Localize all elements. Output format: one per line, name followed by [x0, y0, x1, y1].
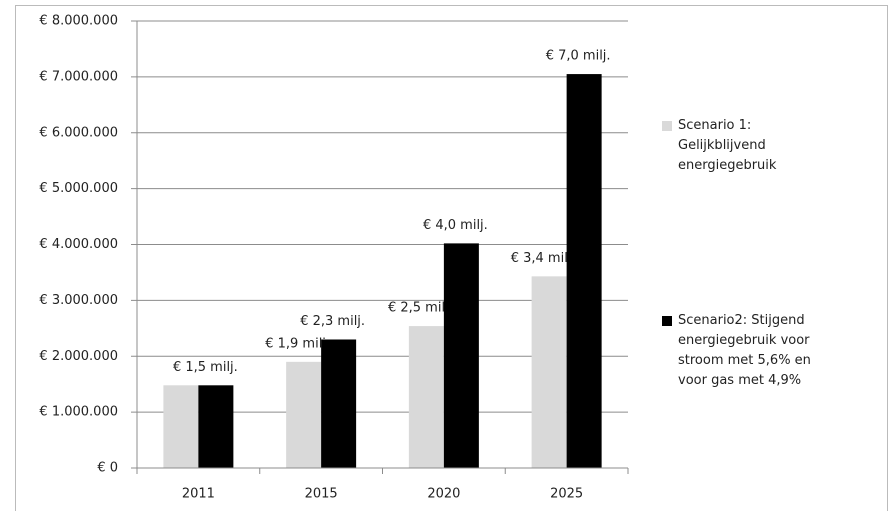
y-tick-label: € 5.000.000	[39, 181, 118, 196]
y-tick-label: € 4.000.000	[39, 237, 118, 252]
data-label: € 2,3 milj.	[300, 314, 365, 329]
data-label: € 4,0 milj.	[423, 218, 488, 233]
bar	[443, 243, 479, 468]
y-tick-label: € 0	[97, 461, 118, 476]
y-tick-label: € 7.000.000	[39, 69, 118, 84]
data-label: € 1,9 milj.	[265, 336, 330, 351]
y-tick-label: € 1.000.000	[39, 405, 118, 420]
y-tick-label: € 8.000.000	[39, 14, 118, 29]
x-tick-label: 2025	[550, 487, 583, 502]
data-label: € 2,5 milj.	[388, 301, 453, 316]
x-tick-label: 2011	[182, 487, 215, 502]
bar	[286, 361, 322, 468]
chart-border	[15, 5, 888, 511]
y-tick-label: € 3.000.000	[39, 293, 118, 308]
x-tick-label: 2020	[427, 487, 460, 502]
bar	[531, 276, 567, 468]
legend-label: Scenario2: Stijgend energiegebruik voor …	[678, 313, 811, 388]
bar	[321, 339, 357, 468]
bar	[163, 385, 199, 468]
legend-label: Scenario 1: Gelijkblijvend energiegebrui…	[678, 118, 777, 173]
bar	[198, 385, 234, 468]
data-label: € 3,4 milj.	[511, 251, 576, 266]
legend-entry: Scenario2: Stijgend energiegebruik voor …	[662, 311, 837, 391]
bar	[566, 74, 602, 469]
x-tick-label: 2015	[305, 487, 338, 502]
legend-swatch	[662, 121, 672, 131]
legend-entry: Scenario 1: Gelijkblijvend energiegebrui…	[662, 116, 837, 176]
y-tick-label: € 2.000.000	[39, 349, 118, 364]
legend-swatch	[662, 316, 672, 326]
bar	[408, 326, 444, 468]
y-tick-label: € 6.000.000	[39, 125, 118, 140]
data-label: € 7,0 milj.	[546, 49, 611, 64]
data-label: € 1,5 milj.	[173, 360, 238, 375]
